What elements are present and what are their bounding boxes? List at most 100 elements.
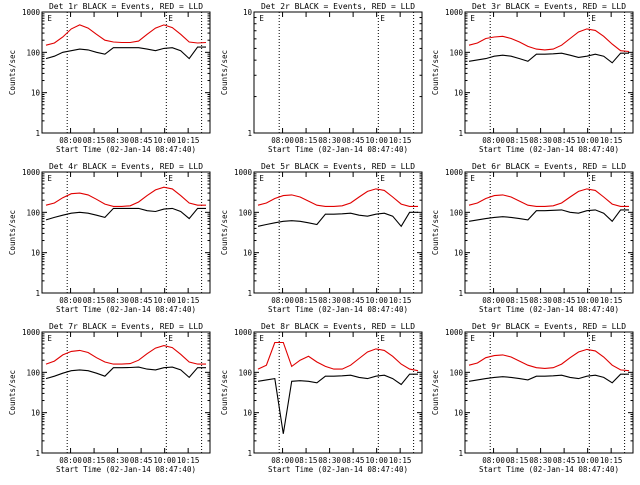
x-tick-label: 10:15 [177,296,200,305]
plot-frame [253,11,423,134]
series-line-events [45,46,206,60]
y-tick-label: 10 [31,249,41,258]
y-tick-label: 100 [238,208,252,217]
x-tick-label: 08:30 [529,136,552,145]
x-tick-label: 08:30 [106,456,129,465]
y-tick-label: 10 [454,409,464,418]
y-tick-label: 1 [247,289,252,298]
x-tick-label: 08:00 [59,136,82,145]
x-tick-label: 08:00 [59,296,82,305]
x-tick-label: 08:15 [83,456,106,465]
panel-title: Det 8r BLACK = Events, RED = LLD [261,322,415,331]
y-tick-label: 10 [243,249,253,258]
y-tick-label: 10 [31,409,41,418]
x-tick-label: 08:15 [295,136,318,145]
x-tick-label: 08:15 [506,456,529,465]
y-axis-label: Counts/sec [431,50,440,95]
series-line-events [468,52,629,64]
y-tick-label: 100 [26,208,40,217]
x-tick-label: 10:15 [177,136,200,145]
x-tick-label: 10:00 [576,136,599,145]
y-axis-label: Counts/sec [8,370,17,415]
y-axis-label: Counts/sec [8,50,17,95]
x-tick-label: 08:00 [59,456,82,465]
x-tick-label: 10:00 [365,136,388,145]
x-axis-label: Start Time (02-Jan-14 08:47:40) [56,305,196,314]
y-tick-label: 10 [454,249,464,258]
e-marker: E [259,334,264,343]
x-axis-label: Start Time (02-Jan-14 08:47:40) [268,145,408,154]
x-tick-label: 08:00 [482,136,505,145]
e-marker: E [47,334,52,343]
x-axis-label: Start Time (02-Jan-14 08:47:40) [268,465,408,474]
series-line-events [257,373,418,434]
y-tick-label: 10 [243,8,253,17]
y-tick-label: 1 [35,449,40,458]
e-marker: E [259,174,264,183]
y-tick-label: 1000 [234,328,253,337]
panel-title: Det 4r BLACK = Events, RED = LLD [49,162,203,171]
x-tick-label: 10:00 [153,296,176,305]
x-tick-label: 08:00 [271,456,294,465]
y-tick-label: 10 [454,89,464,98]
x-tick-label: 08:45 [342,136,365,145]
x-tick-label: 08:15 [506,296,529,305]
x-axis-label: Start Time (02-Jan-14 08:47:40) [479,145,619,154]
x-tick-label: 08:00 [271,136,294,145]
x-tick-label: 08:15 [83,296,106,305]
x-axis-label: Start Time (02-Jan-14 08:47:40) [268,305,408,314]
series-line-lld [257,188,418,207]
series-line-lld [468,28,630,53]
plot-frame [253,171,423,294]
panel-det-9: Det 9r BLACK = Events, RED = LLD 1 10 100 10… [431,322,634,474]
y-axis-label: Counts/sec [220,370,229,415]
plot-frame [41,11,211,134]
series-line-lld [257,341,419,372]
x-tick-label: 10:15 [177,456,200,465]
x-tick-label: 10:00 [576,296,599,305]
panel-title: Det 1r BLACK = Events, RED = LLD [49,2,203,11]
x-tick-label: 08:00 [482,456,505,465]
plot-frame [41,171,211,294]
y-tick-label: 1 [35,129,40,138]
series-line-events [468,209,629,223]
panel-det-8: Det 8r BLACK = Events, RED = LLD 1 10 100 10… [220,322,423,474]
y-axis-label: Counts/sec [431,370,440,415]
x-tick-label: 08:30 [318,136,341,145]
e-marker: E [168,334,173,343]
y-tick-label: 100 [449,208,463,217]
plot-frame [464,171,634,294]
panel-title: Det 7r BLACK = Events, RED = LLD [49,322,203,331]
y-tick-label: 1 [247,129,252,138]
e-marker: E [47,174,52,183]
y-tick-label: 100 [449,368,463,377]
series-line-lld [45,186,206,207]
x-tick-label: 10:15 [389,296,412,305]
e-marker: E [470,14,475,23]
x-tick-label: 10:15 [389,456,412,465]
x-tick-label: 08:45 [553,456,576,465]
panel-det-7: Det 7r BLACK = Events, RED = LLD 1 10 100 10… [8,322,211,474]
x-tick-label: 08:30 [318,456,341,465]
x-tick-label: 08:45 [553,296,576,305]
e-marker: E [168,174,173,183]
y-tick-label: 1000 [445,328,464,337]
x-tick-label: 08:45 [553,136,576,145]
y-tick-label: 10 [31,89,41,98]
x-tick-label: 08:30 [106,296,129,305]
y-tick-label: 1000 [22,328,41,337]
panel-det-5: Det 5r BLACK = Events, RED = LLD 1 10 100 10… [220,162,423,314]
x-tick-label: 10:00 [153,136,176,145]
y-tick-label: 1 [458,449,463,458]
series-line-events [45,207,206,221]
y-tick-label: 100 [449,48,463,57]
x-tick-label: 08:15 [295,296,318,305]
series-line-lld [45,24,207,46]
panel-det-1: Det 1r BLACK = Events, RED = LLD 1 10 100 10… [8,2,211,154]
panel-title: Det 3r BLACK = Events, RED = LLD [472,2,626,11]
x-tick-label: 10:00 [365,456,388,465]
plot-frame [253,331,423,454]
series-line-events [45,366,206,380]
panel-det-4: Det 4r BLACK = Events, RED = LLD 1 10 100 10… [8,162,211,314]
